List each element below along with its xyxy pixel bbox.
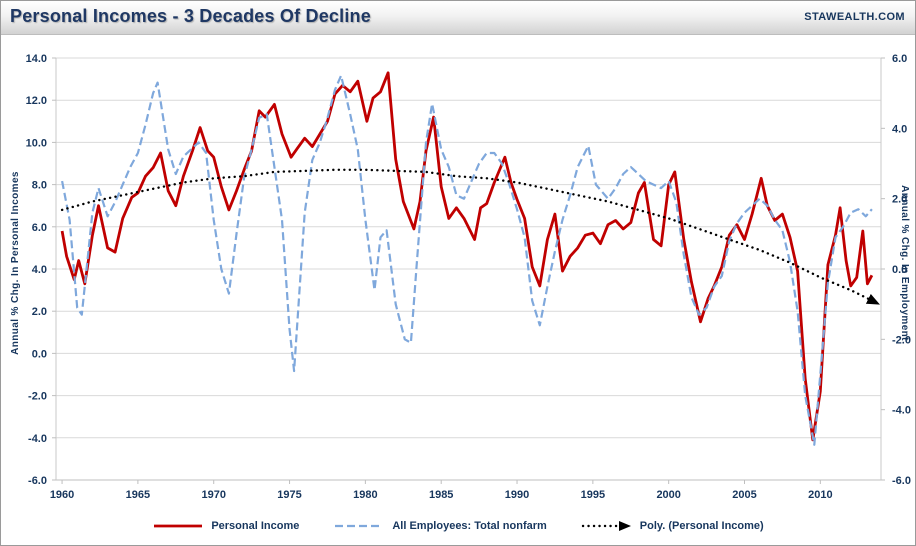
legend-item-1: Personal Income [152, 520, 299, 532]
left-tick-label: -4.0 [28, 433, 47, 445]
x-tick-label: 1990 [505, 489, 529, 501]
x-tick-label: 1970 [201, 489, 225, 501]
legend-label: Poly. (Personal Income) [639, 520, 764, 532]
left-tick-label: 6.0 [32, 222, 47, 234]
x-tick-label: 2005 [732, 489, 756, 501]
legend-swatch [335, 524, 384, 528]
x-tick-label: 1995 [581, 489, 605, 501]
legend-item-3: Poly. (Personal Income) [581, 520, 764, 532]
left-tick-label: 4.0 [32, 264, 47, 276]
series-line-2 [61, 74, 873, 446]
left-tick-label: 0.0 [32, 348, 47, 360]
legend-item-2: All Employees: Total nonfarm [333, 520, 547, 532]
left-tick-label: 2.0 [32, 306, 47, 318]
legend: Personal Income All Employees: Total nonf… [1, 512, 915, 540]
left-tick-label: 10.0 [26, 137, 47, 149]
legend-label: All Employees: Total nonfarm [392, 520, 547, 532]
x-tick-label: 1965 [126, 489, 150, 501]
x-tick-label: 1960 [50, 489, 74, 501]
legend-swatch [154, 524, 203, 528]
brand-watermark: STAWEALTH.COM [804, 11, 905, 23]
left-tick-label: -2.0 [28, 391, 47, 403]
x-tick-label: 2010 [808, 489, 832, 501]
left-tick-label: 14.0 [26, 53, 47, 65]
legend-swatch [581, 521, 631, 531]
x-tick-label: 1985 [429, 489, 453, 501]
right-tick-label: 4.0 [892, 123, 907, 135]
right-tick-label: 0.0 [892, 264, 907, 276]
left-tick-label: 12.0 [26, 95, 47, 107]
series-line-3 [60, 168, 880, 305]
right-tick-label: -2.0 [892, 334, 911, 346]
chart-header: Personal Incomes - 3 Decades Of Decline … [1, 1, 915, 35]
x-tick-label: 1975 [277, 489, 301, 501]
right-tick-label: -4.0 [892, 405, 911, 417]
left-tick-label: -6.0 [28, 475, 47, 487]
x-tick-label: 2000 [656, 489, 680, 501]
series-line-1 [60, 71, 874, 442]
plot-area: 14.0 12.0 10.0 8.0 6.0 4.0 2.0 0.0 -2.0 -4.0 -6.0 6… [26, 53, 911, 501]
right-tick-label: 6.0 [892, 53, 907, 65]
right-tick-label: -6.0 [892, 475, 911, 487]
legend-label: Personal Income [211, 520, 300, 532]
chart-title: Personal Incomes - 3 Decades Of Decline [10, 6, 371, 26]
x-tick-label: 1980 [353, 489, 377, 501]
left-tick-label: 8.0 [32, 180, 47, 192]
right-tick-label: 2.0 [892, 194, 907, 206]
